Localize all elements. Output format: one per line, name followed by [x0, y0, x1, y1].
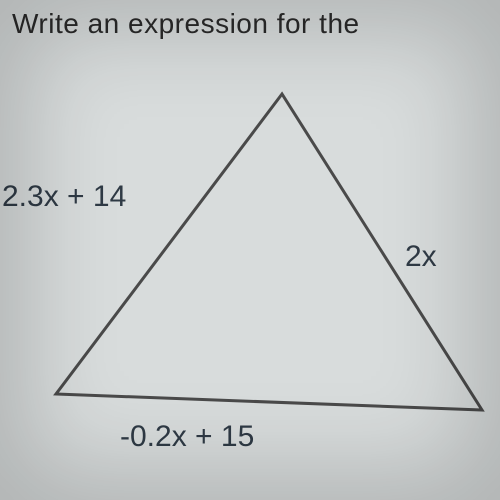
question-text: Write an expression for the: [12, 8, 360, 40]
side-label-left: 2.3x + 14: [2, 180, 126, 214]
side-label-right: 2x: [405, 240, 437, 274]
triangle-figure: 2.3x + 14 2x -0.2x + 15: [0, 60, 500, 480]
side-label-bottom: -0.2x + 15: [120, 420, 254, 454]
